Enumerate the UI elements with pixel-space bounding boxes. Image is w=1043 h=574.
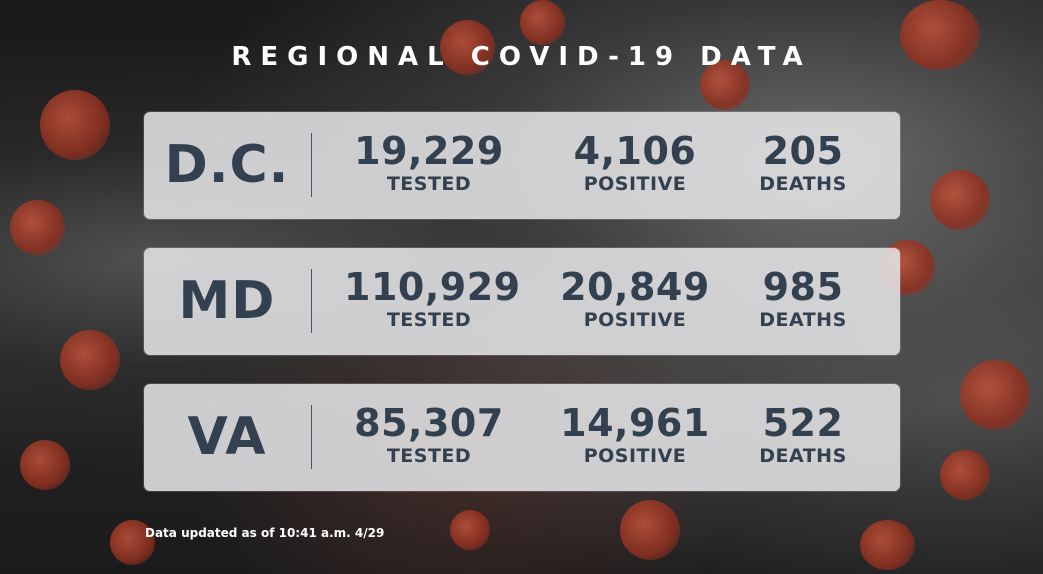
stat-deaths: 985 DEATHS [738,266,868,332]
stat-label: TESTED [386,309,472,331]
stat-label: DEATHS [759,173,847,195]
stat-value: 4,106 [573,129,697,173]
stat-positive: 14,961 POSITIVE [550,402,720,468]
region-name: MD [178,271,276,331]
stat-label: DEATHS [759,445,847,467]
region-row-dc: D.C. 19,229 TESTED 4,106 POSITIVE 205 DE… [144,112,900,219]
stat-value: 14,961 [560,401,710,445]
region-name: D.C. [164,135,290,195]
page-title: REGIONAL COVID-19 DATA [231,42,812,72]
stat-value: 985 [762,265,844,309]
stat-value: 19,229 [354,129,504,173]
region-name: VA [187,407,267,467]
stat-value: 205 [762,129,844,173]
stat-deaths: 205 DEATHS [738,130,868,196]
stat-tested: 19,229 TESTED [344,130,514,196]
stat-tested: 85,307 TESTED [344,402,514,468]
stat-value: 20,849 [560,265,710,309]
stat-label: TESTED [386,445,472,467]
stat-label: POSITIVE [583,309,687,331]
stat-label: POSITIVE [583,173,687,195]
stat-label: POSITIVE [583,445,687,467]
stat-value: 522 [762,401,844,445]
stat-tested: 110,929 TESTED [344,265,521,332]
update-footnote: Data updated as of 10:41 a.m. 4/29 [145,526,385,540]
divider [311,269,312,333]
stat-label: TESTED [386,173,472,195]
stat-deaths: 522 DEATHS [738,402,868,468]
region-row-md: MD 110,929 TESTED 20,849 POSITIVE 985 DE… [144,248,900,355]
stat-label: DEATHS [759,309,847,331]
stat-positive: 4,106 POSITIVE [550,130,720,196]
divider [311,133,312,197]
region-row-va: VA 85,307 TESTED 14,961 POSITIVE 522 DEA… [144,384,900,491]
stat-value: 110,929 [344,265,521,309]
stat-positive: 20,849 POSITIVE [550,266,720,332]
stat-value: 85,307 [354,401,504,445]
divider [311,405,312,469]
